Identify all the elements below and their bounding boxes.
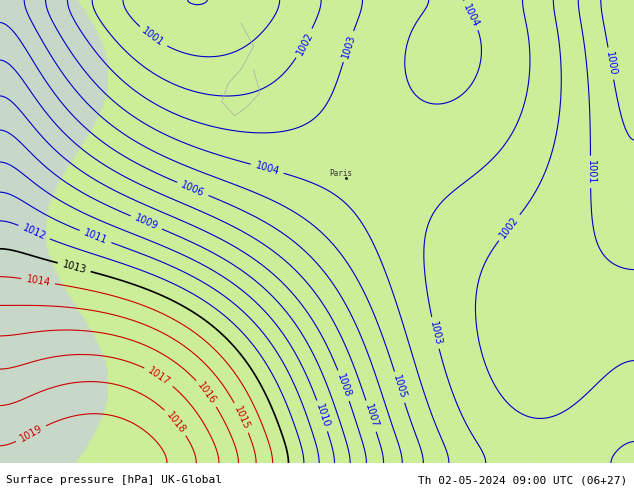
Text: 1001: 1001	[585, 160, 595, 184]
Text: 1016: 1016	[195, 381, 218, 406]
Text: 1003: 1003	[340, 33, 357, 60]
Text: 1012: 1012	[21, 222, 48, 242]
Text: 1011: 1011	[82, 227, 108, 246]
Text: 1003: 1003	[428, 320, 443, 346]
Text: 1013: 1013	[61, 259, 87, 275]
Text: 1015: 1015	[232, 404, 251, 431]
Text: 1000: 1000	[604, 50, 618, 76]
Text: 1009: 1009	[133, 213, 160, 232]
Text: 1010: 1010	[314, 403, 331, 429]
Text: 1002: 1002	[294, 30, 314, 56]
Text: 1001: 1001	[140, 26, 165, 49]
Text: 1014: 1014	[25, 274, 51, 288]
Text: 1006: 1006	[179, 179, 206, 198]
Text: 1018: 1018	[164, 410, 188, 435]
Text: 1008: 1008	[335, 372, 353, 399]
Text: Surface pressure [hPa] UK-Global: Surface pressure [hPa] UK-Global	[6, 475, 223, 485]
Text: 1017: 1017	[146, 365, 172, 388]
Text: 1004: 1004	[461, 2, 481, 29]
Text: 1007: 1007	[363, 403, 380, 429]
Text: 1004: 1004	[254, 160, 280, 177]
Text: 1002: 1002	[498, 215, 521, 241]
Text: Paris: Paris	[330, 169, 353, 178]
Text: Th 02-05-2024 09:00 UTC (06+27): Th 02-05-2024 09:00 UTC (06+27)	[418, 475, 628, 485]
Text: 1019: 1019	[18, 423, 44, 444]
Text: 1005: 1005	[391, 374, 408, 400]
